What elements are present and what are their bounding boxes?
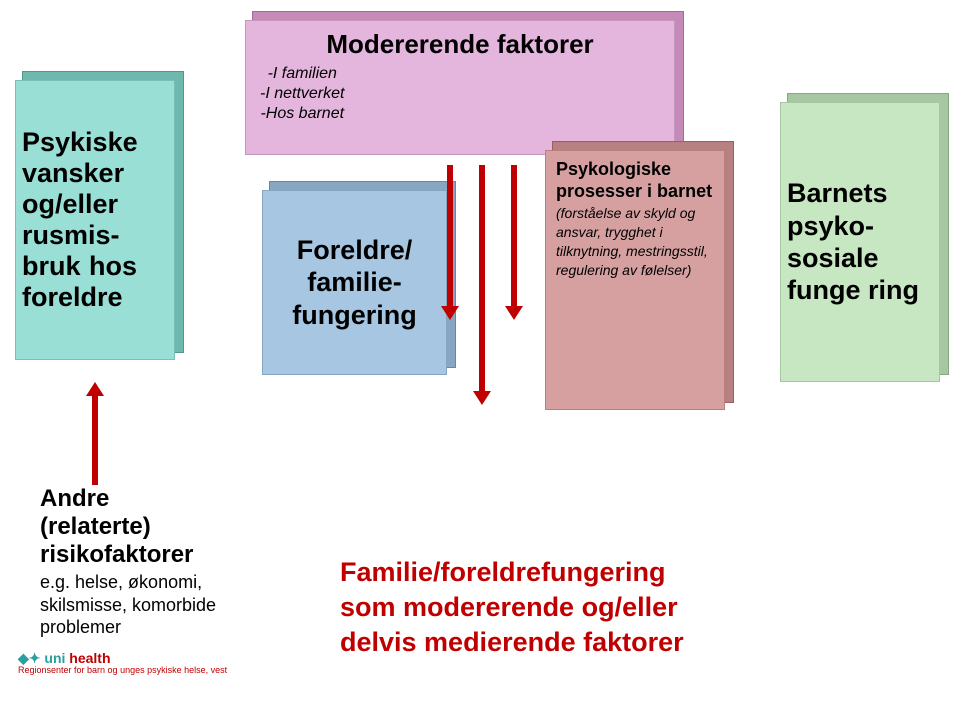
risk-line3: risikofaktorer (40, 541, 300, 569)
prosesser-body: (forståelse av skyld og ansvar, trygghet… (556, 204, 714, 280)
top-to-mid-3-shaft (511, 165, 517, 306)
logo-subtext: Regionsenter for barn og unges psykiske … (18, 665, 227, 675)
modererende-sub: -I familien -I nettverket -Hos barnet (260, 64, 344, 124)
bottom-line3: delvis medierende faktorer (340, 625, 684, 660)
risikofaktorer-text: Andre (relaterte) risikofaktorer e.g. he… (40, 485, 300, 639)
bottom-line2: som modererende og/eller (340, 590, 684, 625)
risk-line1: Andre (40, 485, 300, 513)
box-barnets-funge-ring: Barnets psyko- sosiale funge ring (780, 102, 940, 382)
prosesser-title: Psykologiske prosesser i barnet (556, 159, 714, 202)
top-to-mid-2-shaft (479, 165, 485, 391)
barnets-text: Barnets psyko- sosiale funge ring (787, 177, 933, 307)
bottom-red-text: Familie/foreldrefungering som modererend… (340, 555, 684, 660)
top-to-mid-2-head (473, 391, 491, 405)
modererende-title: Modererende faktorer (260, 29, 660, 60)
logo-unihealth: ◆✦ uni health Regionsenter for barn og u… (18, 650, 227, 675)
box-psykologiske-prosesser: Psykologiske prosesser i barnet (forståe… (545, 150, 725, 410)
bottom-line1: Familie/foreldrefungering (340, 555, 684, 590)
box-psykiske-vansker-text: Psykiske vansker og/eller rusmis- bruk h… (22, 127, 168, 313)
risk-line4: e.g. helse, økonomi, skilsmisse, komorbi… (40, 571, 270, 639)
foreldre-fungering-text: Foreldre/ familie- fungering (292, 234, 416, 331)
top-to-mid-3-head (505, 306, 523, 320)
box-foreldre-fungering: Foreldre/ familie- fungering (262, 190, 447, 375)
risk-up-shaft (92, 396, 98, 485)
box-psykiske-vansker: Psykiske vansker og/eller rusmis- bruk h… (15, 80, 175, 360)
risk-line2: (relaterte) (40, 513, 300, 541)
box-modererende-faktorer: Modererende faktorer -I familien -I nett… (245, 20, 675, 155)
risk-up-head (86, 382, 104, 396)
logo-icon: ◆✦ (18, 650, 44, 666)
top-to-mid-1-shaft (447, 165, 453, 306)
